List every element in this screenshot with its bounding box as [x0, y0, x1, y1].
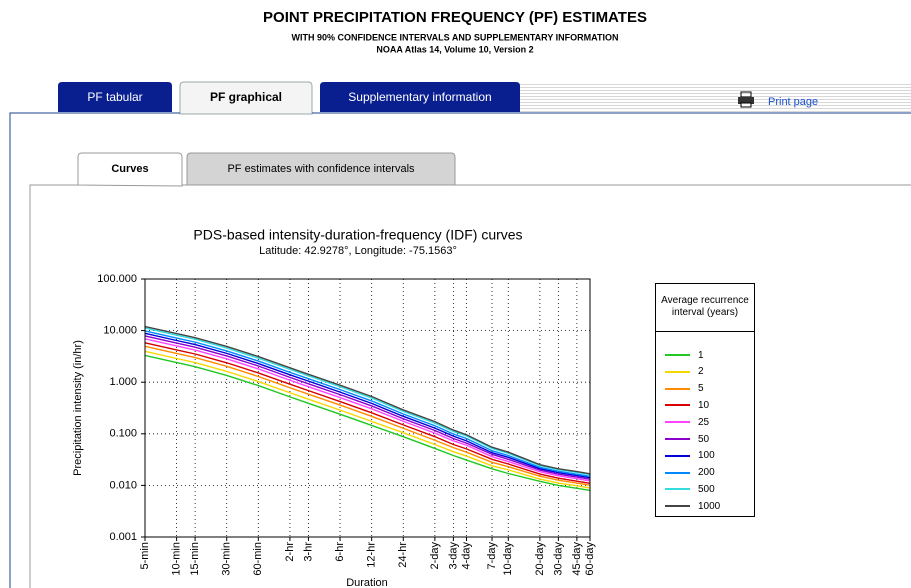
legend-label: 2: [698, 366, 704, 378]
x-tick-label: 30-min: [221, 542, 233, 576]
series-line: [144, 330, 591, 478]
x-tick-label: 5-min: [139, 542, 151, 570]
x-tick-label: 60-day: [584, 542, 596, 576]
legend-swatch: [665, 354, 690, 356]
series-line: [144, 332, 591, 479]
legend-swatch: [665, 370, 690, 373]
legend-label: 1: [698, 349, 704, 361]
series-line: [144, 325, 591, 475]
legend-entry: 50: [665, 432, 709, 446]
y-tick-label: 0.001: [109, 531, 137, 543]
y-tick-label: 10.000: [103, 325, 137, 337]
legend-entry: 2: [665, 365, 704, 379]
x-tick-label: 6-hr: [334, 542, 346, 562]
subtab-label[interactable]: Curves: [111, 163, 148, 175]
x-tick-label: 3-day: [447, 542, 459, 570]
legend-label: 10: [698, 399, 710, 411]
series-line: [144, 327, 591, 476]
x-tick-label: 2-hr: [284, 542, 296, 562]
legend-swatch: [665, 505, 690, 508]
legend-separator: [656, 331, 754, 332]
legend-entry: 25: [665, 415, 709, 429]
legend-title: Average recurrence interval (years): [661, 295, 749, 318]
tab-label[interactable]: PF graphical: [210, 90, 282, 104]
tab-label[interactable]: PF tabular: [87, 90, 142, 104]
y-tick-label: 0.010: [109, 479, 137, 491]
x-tick-label: 20-day: [534, 542, 546, 576]
x-axis-label: Duration: [346, 577, 388, 588]
legend-label: 50: [698, 433, 710, 445]
x-tick-label: 4-day: [460, 542, 472, 570]
x-tick-label: 10-min: [171, 542, 183, 576]
print-icon[interactable]: [738, 91, 754, 108]
tab-active[interactable]: [179, 81, 313, 115]
x-tick-label: 7-day: [486, 542, 498, 570]
subtab-label[interactable]: PF estimates with confidence intervals: [227, 163, 415, 175]
legend-swatch: [665, 438, 690, 440]
legend-label: 1000: [698, 500, 721, 512]
legend-swatch: [665, 421, 690, 424]
plot-border: [144, 278, 591, 538]
x-tick-label: 24-hr: [397, 542, 409, 568]
x-tick-label: 12-hr: [366, 542, 378, 568]
legend-swatch: [665, 454, 690, 457]
tab[interactable]: [320, 82, 520, 112]
page-subtitle: WITH 90% CONFIDENCE INTERVALS AND SUPPLE…: [291, 32, 618, 42]
legend-entry: 1000: [665, 499, 720, 513]
tab-label[interactable]: Supplementary information: [348, 90, 491, 104]
legend-label: 25: [698, 416, 710, 428]
x-tick-label: 3-hr: [302, 542, 314, 562]
legend-entry: 5: [665, 382, 704, 396]
legend-entry: 1: [665, 348, 704, 362]
x-tick-label: 2-day: [429, 542, 441, 570]
legend-label: 100: [698, 450, 715, 462]
chart-title: PDS-based intensity-duration-frequency (…: [193, 227, 522, 243]
legend-entry: 10: [665, 398, 709, 412]
y-tick-label: 100.000: [97, 273, 137, 285]
series-line: [144, 335, 591, 480]
series-line: [144, 342, 591, 484]
page-title: POINT PRECIPITATION FREQUENCY (PF) ESTIM…: [263, 9, 647, 26]
header-stripes: [520, 84, 911, 112]
legend-swatch: [665, 471, 690, 474]
legend-entry: 500: [665, 482, 715, 496]
legend-entry: 100: [665, 449, 715, 463]
legend-swatch: [665, 387, 690, 390]
legend-entry: 200: [665, 466, 715, 480]
x-tick-label: 45-day: [571, 542, 583, 576]
subcontent-border: [29, 184, 911, 588]
x-tick-label: 15-min: [189, 542, 201, 576]
legend-swatch: [665, 404, 690, 407]
legend-label: 500: [698, 483, 715, 495]
y-tick-label: 0.100: [109, 428, 137, 440]
legend-label: 200: [698, 467, 715, 479]
legend-swatch: [665, 488, 690, 491]
legend-label: 5: [698, 383, 704, 395]
subtab-active[interactable]: [77, 152, 183, 187]
subtab[interactable]: [186, 152, 456, 186]
series-line: [144, 345, 591, 486]
series-line: [144, 350, 591, 489]
content-border: [9, 112, 911, 588]
x-tick-label: 30-day: [552, 542, 564, 576]
page-version: NOAA Atlas 14, Volume 10, Version 2: [376, 44, 533, 54]
y-axis-label: Precipitation intensity (in/hr): [72, 340, 84, 476]
series-line: [144, 354, 591, 492]
x-tick-label: 60-min: [252, 542, 264, 576]
print-link[interactable]: Print page: [768, 96, 818, 108]
y-tick-label: 1.000: [109, 376, 137, 388]
chart-subtitle: Latitude: 42.9278°, Longitude: -75.1563°: [259, 245, 457, 257]
tab[interactable]: [58, 82, 172, 112]
series-line: [144, 338, 591, 482]
x-tick-label: 10-day: [502, 542, 514, 576]
